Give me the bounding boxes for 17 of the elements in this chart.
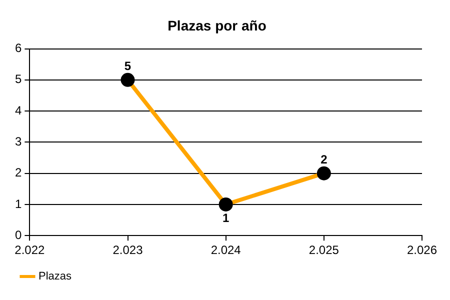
x-tick-label: 2.025 [308, 243, 340, 258]
x-tick-label: 2.024 [210, 243, 242, 258]
y-tick-label: 3 [14, 134, 22, 149]
legend-label: Plazas [38, 270, 72, 283]
x-tick-label: 2.022 [14, 243, 46, 258]
x-tick-label: 2.023 [112, 243, 144, 258]
y-tick-label: 5 [14, 72, 22, 86]
y-tick-label: 2 [14, 166, 22, 180]
chart-title: Plazas por año [168, 17, 266, 34]
data-label: 5 [124, 59, 132, 74]
y-tick-label: 4 [14, 103, 22, 118]
y-tick-label: 1 [14, 196, 22, 211]
y-tick-label: 0 [14, 228, 22, 242]
data-label: 1 [222, 210, 230, 225]
data-label: 2 [320, 152, 328, 167]
x-tick-label: 2.026 [406, 243, 438, 258]
y-tick-label: 6 [14, 41, 22, 56]
